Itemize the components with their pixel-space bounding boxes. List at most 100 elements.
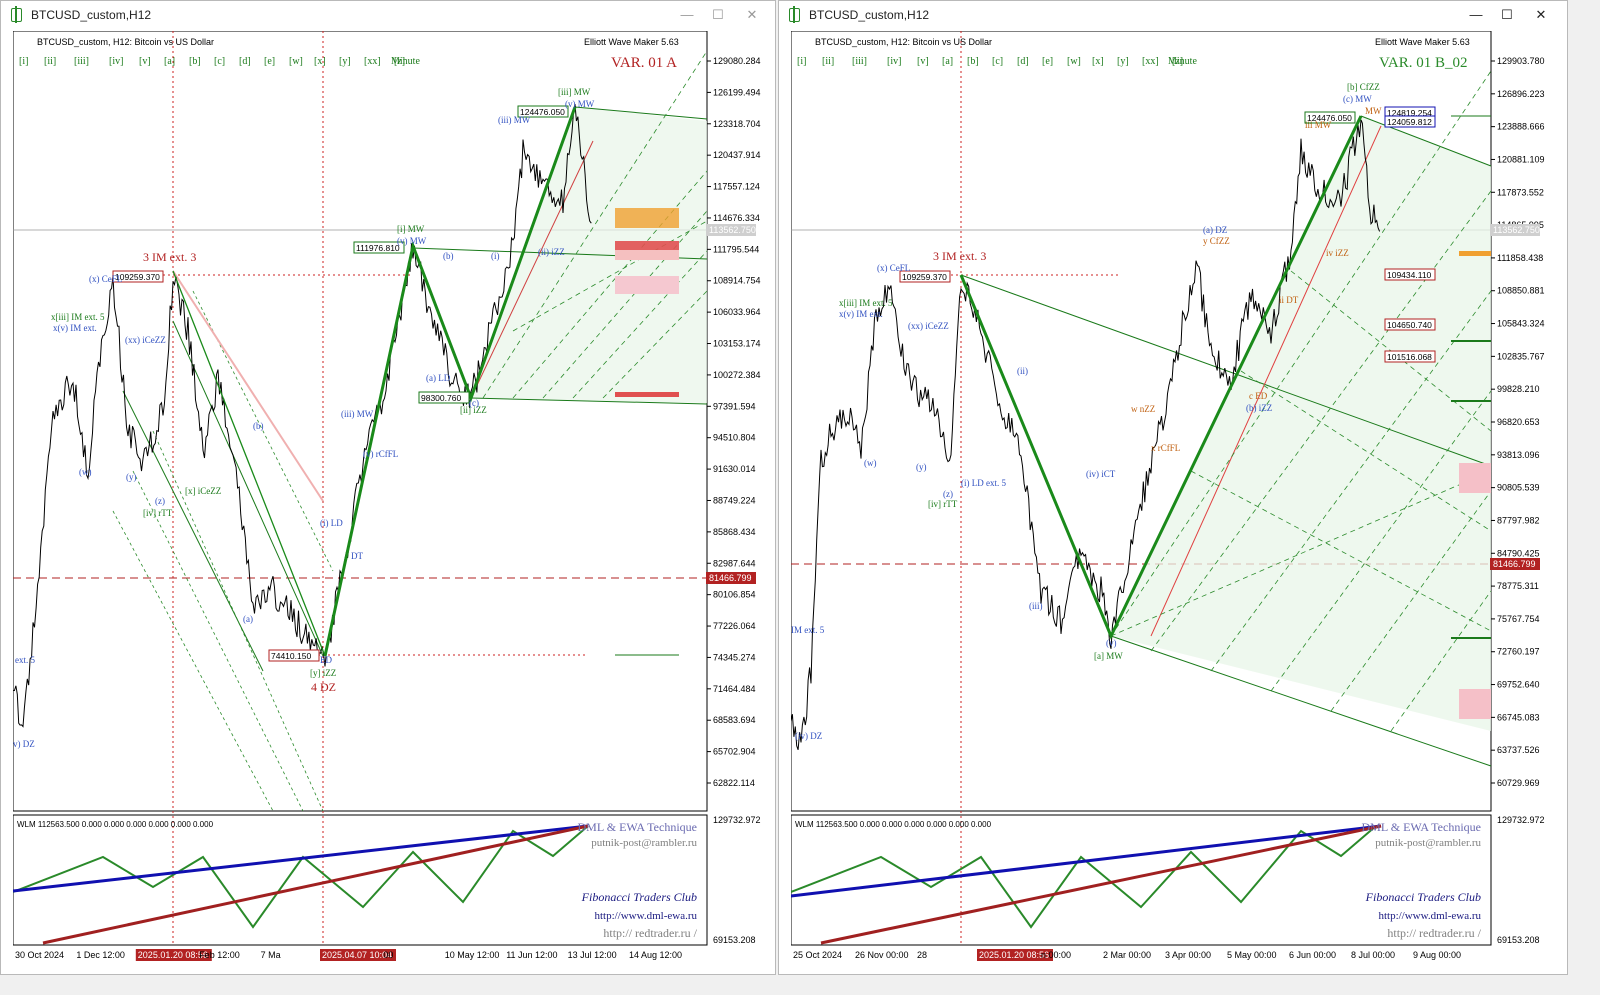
- time-tick: 7 Ma: [261, 950, 281, 960]
- wave-label: (b): [443, 251, 454, 261]
- wave-button[interactable]: [d]: [239, 56, 251, 67]
- wave-label: (a): [243, 614, 253, 624]
- wave-button[interactable]: [w]: [1067, 56, 1081, 67]
- wave-label: (v) MW: [565, 99, 595, 109]
- wave-button[interactable]: [z]: [1172, 56, 1183, 67]
- close-button[interactable]: ✕: [746, 7, 758, 22]
- wave-button[interactable]: [xx]: [364, 56, 381, 67]
- time-tick: n 00:00: [1041, 950, 1071, 960]
- wave-button[interactable]: [iii]: [852, 56, 867, 67]
- degree-label[interactable]: Minute: [391, 56, 420, 67]
- sub-tick: 69153.208: [1497, 935, 1540, 945]
- wave-label: iii MW: [1305, 120, 1332, 130]
- wave-label: iv iZZ: [1326, 248, 1349, 258]
- price-tick: 99828.210: [1497, 384, 1540, 394]
- wave-button[interactable]: [x]: [314, 56, 326, 67]
- chart-area[interactable]: BTCUSD_custom, H12: Bitcoin vs US Dollar…: [13, 31, 771, 971]
- wave-button[interactable]: [a]: [942, 56, 953, 67]
- sub-header: WLM 112563.500 0.000 0.000 0.000 0.000 0…: [795, 820, 992, 829]
- wave-button[interactable]: [v]: [139, 56, 151, 67]
- wave-label: (v) rCfFL: [363, 449, 398, 459]
- time-tick: 13 Jul 12:00: [568, 950, 617, 960]
- window-titlebar[interactable]: BTCUSD_custom,H12 — ☐ ✕: [779, 1, 1567, 29]
- window-title: BTCUSD_custom,H12: [31, 8, 152, 22]
- price-tick: 88749.224: [713, 495, 756, 505]
- wave-buttons[interactable]: [i] [ii] [iii] [iv] [v] [a] [b] [c] [d] [e] [w] [x]…: [797, 56, 1183, 67]
- wave-label: x[iii] IM ext. 5: [839, 298, 893, 308]
- wave-button[interactable]: [i]: [19, 56, 28, 67]
- price-tick: 75767.754: [1497, 614, 1540, 624]
- price-chart[interactable]: BTCUSD_custom, H12: Bitcoin vs US Dollar…: [13, 31, 771, 971]
- wave-button[interactable]: [c]: [992, 56, 1003, 67]
- wave-button[interactable]: [b]: [189, 56, 201, 67]
- wave-button[interactable]: [i]: [797, 56, 806, 67]
- price-box: 124476.050: [1307, 113, 1352, 123]
- price-tick: 93813.096: [1497, 450, 1540, 460]
- wave-label: (iii): [1029, 601, 1043, 611]
- price-tick: 123318.704: [713, 119, 761, 129]
- price-tick: 126199.494: [713, 87, 761, 97]
- window-title: BTCUSD_custom,H12: [809, 8, 930, 22]
- time-tick: 2025.01.20 08:56: [979, 950, 1049, 960]
- credit-text: DML & EWA Technique: [578, 820, 697, 834]
- time-tick: 2 Mar 00:00: [1103, 950, 1151, 960]
- wave-button[interactable]: [e]: [264, 56, 275, 67]
- credit-text: Fibonacci Traders Club: [1365, 890, 1481, 904]
- wave-button[interactable]: [v]: [917, 56, 929, 67]
- wave-label: 4 DZ: [311, 680, 336, 694]
- wave-button[interactable]: [y]: [1117, 56, 1129, 67]
- wave-button[interactable]: [e]: [1042, 56, 1053, 67]
- wave-button[interactable]: [xx]: [1142, 56, 1159, 67]
- sub-tick: 69153.208: [713, 935, 756, 945]
- time-tick: 11 Jun 12:00: [506, 950, 557, 960]
- minimize-button[interactable]: —: [1469, 7, 1483, 22]
- price-tick: 117557.124: [713, 182, 760, 192]
- wave-label: (xx) iCeZZ: [908, 321, 949, 331]
- wave-button[interactable]: [w]: [289, 56, 303, 67]
- window-titlebar[interactable]: BTCUSD_custom,H12 — ☐ ✕: [1, 1, 775, 29]
- time-tick: 26 Nov 00:00: [855, 950, 909, 960]
- wave-button[interactable]: [d]: [1017, 56, 1029, 67]
- price-chart[interactable]: BTCUSD_custom, H12: Bitcoin vs US Dollar…: [791, 31, 1563, 971]
- wave-button[interactable]: [a]: [164, 56, 175, 67]
- indicator-name: Elliott Wave Maker 5.63: [1375, 37, 1470, 47]
- wave-button[interactable]: [ii]: [822, 56, 834, 67]
- chart-window-left[interactable]: BTCUSD_custom,H12 — ☐ ✕ BTCUSD_custom, H…: [0, 0, 776, 975]
- wave-button[interactable]: [b]: [967, 56, 979, 67]
- chart-window-right[interactable]: BTCUSD_custom,H12 — ☐ ✕ BTCUSD_custom, H…: [778, 0, 1568, 975]
- wave-button[interactable]: [y]: [339, 56, 351, 67]
- degree-label[interactable]: Minute: [1168, 56, 1197, 67]
- minimize-button[interactable]: —: [680, 7, 694, 22]
- wave-button[interactable]: [iv]: [109, 56, 123, 67]
- wave-label: x(v) IM ext.: [53, 323, 97, 333]
- wave-label: (i): [491, 251, 500, 261]
- close-button[interactable]: ✕: [1535, 7, 1547, 22]
- wave-label: ext. 5: [15, 655, 35, 665]
- price-box: 101516.068: [1387, 352, 1432, 362]
- time-tick: 2025.04.07 10:04: [322, 950, 392, 960]
- price-tick: 103153.174: [713, 339, 761, 349]
- chart-area[interactable]: BTCUSD_custom, H12: Bitcoin vs US Dollar…: [791, 31, 1563, 971]
- price-tick: 108850.881: [1497, 286, 1545, 296]
- wave-buttons[interactable]: [i] [ii] [iii] [iv] [v] [a] [b] [c] [d] [e] [w] [x]…: [19, 56, 405, 67]
- maximize-button[interactable]: ☐: [1501, 7, 1513, 22]
- wave-label: (z): [943, 489, 953, 499]
- wave-button[interactable]: [z]: [394, 56, 405, 67]
- chart-icon: [11, 6, 22, 23]
- variant-label: VAR. 01 A: [611, 55, 677, 71]
- wave-button[interactable]: [iv]: [887, 56, 901, 67]
- wave-button[interactable]: [x]: [1092, 56, 1104, 67]
- wave-label: (b) iZZ: [1246, 403, 1272, 413]
- wave-label: [iv] rTT: [928, 499, 958, 509]
- price-tick: 66745.083: [1497, 712, 1540, 722]
- price-tick: 114676.334: [713, 213, 760, 223]
- time-tick: Feb 12:00: [199, 950, 240, 960]
- wave-button[interactable]: [ii]: [44, 56, 56, 67]
- price-box: 109434.110: [1387, 270, 1432, 280]
- wave-button[interactable]: [c]: [214, 56, 225, 67]
- price-box: 104650.740: [1387, 320, 1432, 330]
- wave-button[interactable]: [iii]: [74, 56, 89, 67]
- maximize-button[interactable]: ☐: [712, 7, 724, 22]
- price-tick: 82987.644: [713, 558, 756, 568]
- wave-label: 3 IM ext. 3: [143, 250, 196, 264]
